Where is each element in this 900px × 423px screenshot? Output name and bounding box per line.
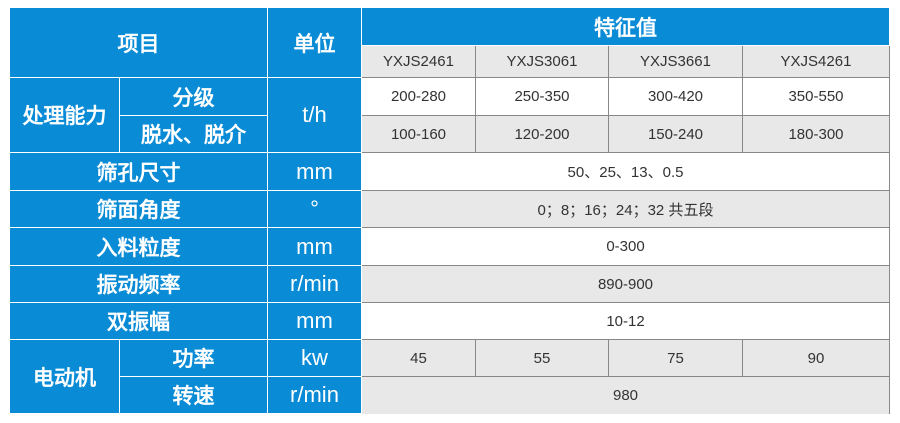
motor-label: 电动机 (10, 340, 120, 414)
header-unit: 单位 (268, 8, 362, 78)
row-value: 50、25、13、0.5 (362, 153, 890, 191)
header-item: 项目 (10, 8, 268, 78)
model-header: YXJS3061 (476, 46, 609, 78)
dewatering-label: 脱水、脱介 (120, 116, 268, 153)
cell: 90 (743, 340, 890, 377)
cell: 55 (476, 340, 609, 377)
row-label: 振动频率 (10, 266, 268, 303)
row-label: 筛孔尺寸 (10, 153, 268, 191)
cell: 250-350 (476, 78, 609, 116)
cell: 300-420 (609, 78, 743, 116)
capacity-label: 处理能力 (10, 78, 120, 153)
power-label: 功率 (120, 340, 268, 377)
row-value: 0-300 (362, 228, 890, 266)
grading-label: 分级 (120, 78, 268, 116)
row-label: 入料粒度 (10, 228, 268, 266)
row-unit: mm (268, 153, 362, 191)
row-unit: mm (268, 228, 362, 266)
cell: 75 (609, 340, 743, 377)
spec-table: 项目 单位 特征值 YXJS2461 YXJS3061 YXJS3661 YXJ… (10, 8, 890, 414)
row-unit: mm (268, 303, 362, 340)
cell: 45 (362, 340, 476, 377)
row-label: 筛面角度 (10, 191, 268, 228)
row-unit: r/min (268, 266, 362, 303)
cell: 350-550 (743, 78, 890, 116)
row-label: 双振幅 (10, 303, 268, 340)
capacity-unit: t/h (268, 78, 362, 153)
row-value: 10-12 (362, 303, 890, 340)
cell: 150-240 (609, 116, 743, 153)
header-feature: 特征值 (362, 8, 890, 46)
row-unit: ° (268, 191, 362, 228)
cell: 200-280 (362, 78, 476, 116)
cell: 180-300 (743, 116, 890, 153)
power-unit: kw (268, 340, 362, 377)
speed-label: 转速 (120, 377, 268, 414)
cell: 120-200 (476, 116, 609, 153)
row-value: 0；8；16；24；32 共五段 (362, 191, 890, 228)
speed-unit: r/min (268, 377, 362, 414)
model-header: YXJS4261 (743, 46, 890, 78)
cell: 100-160 (362, 116, 476, 153)
speed-value: 980 (362, 377, 890, 414)
row-value: 890-900 (362, 266, 890, 303)
model-header: YXJS2461 (362, 46, 476, 78)
model-header: YXJS3661 (609, 46, 743, 78)
